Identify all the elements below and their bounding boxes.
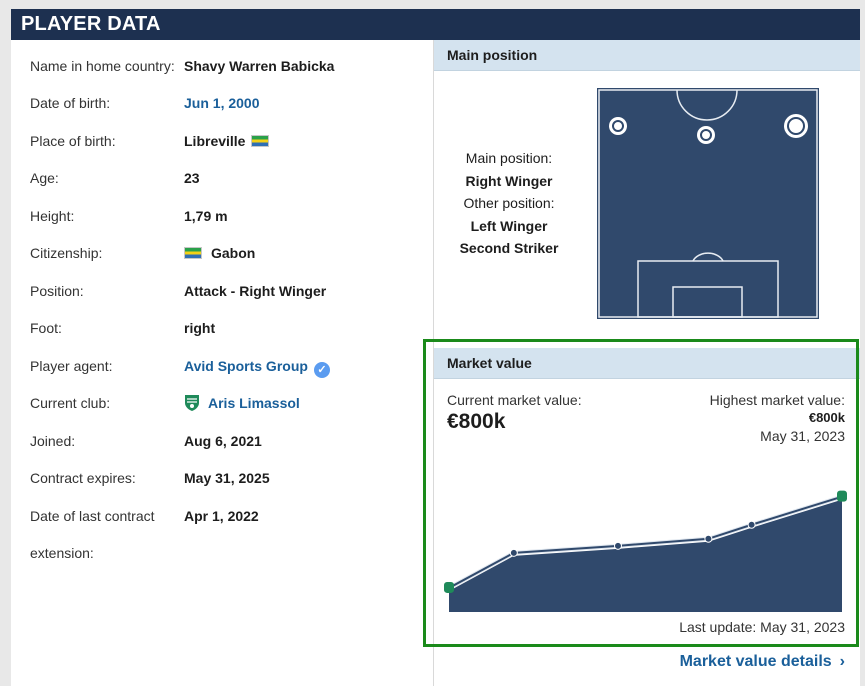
gabon-flag-icon [251, 135, 270, 147]
other-position-value: Left Winger [470, 217, 548, 234]
row-label: Foot: [30, 320, 62, 336]
center-circle-arc [676, 89, 738, 121]
row-value: Gabon [211, 245, 256, 261]
row-value: Libreville [184, 133, 246, 149]
row-label: Date of birth: [30, 95, 111, 111]
market-value-chart [444, 490, 847, 612]
row-label: extension: [30, 545, 94, 561]
other-position-value: Second Striker [459, 240, 559, 256]
main-position-header: Main position [434, 40, 860, 71]
left-winger-marker-ring [612, 120, 624, 132]
chart-data-point[interactable] [509, 548, 518, 557]
row-label: Height: [30, 208, 75, 224]
row-label: Contract expires: [30, 470, 136, 486]
row-value: right [184, 320, 216, 336]
chart-line [448, 495, 843, 589]
right-column: Main position Main position: Right Winge… [434, 40, 860, 686]
player-data-panel: Name in home country: Shavy Warren Babic… [11, 40, 434, 686]
agent-link[interactable]: Avid Sports Group [184, 358, 308, 374]
market-value-title: Market value [447, 355, 532, 371]
aris-limassol-crest-icon[interactable] [184, 394, 200, 412]
club-crest-point[interactable] [444, 581, 454, 593]
row-value: 1,79 m [184, 208, 228, 224]
chevron-right-icon: › [839, 653, 845, 670]
right-winger-main-marker-ring [787, 117, 805, 135]
row-label: Date of last contract [30, 508, 155, 524]
row-value: Shavy Warren Babicka [184, 58, 335, 74]
verified-check-icon: ✓ [313, 362, 330, 378]
row-label: Joined: [30, 433, 76, 449]
main-position-title: Main position [447, 47, 538, 63]
chart-data-point[interactable] [704, 534, 713, 543]
position-summary: Main position: Right Winger Other positi… [434, 147, 584, 260]
row-label: Position: [30, 283, 84, 299]
row-label: Place of birth: [30, 133, 116, 149]
chart-data-point[interactable] [747, 520, 756, 529]
row-value: Attack - Right Winger [184, 283, 327, 299]
highest-value: €800k [808, 410, 845, 425]
row-value: May 31, 2025 [184, 470, 270, 486]
current-value-label: Current market value: [447, 392, 582, 408]
highest-value-date: May 31, 2023 [760, 428, 845, 444]
position-pitch-diagram [597, 88, 819, 319]
last-update-text: Last update: May 31, 2023 [679, 619, 845, 635]
row-label: Current club: [30, 395, 111, 411]
row-value-wrap: Avid Sports Group ✓ [184, 356, 330, 378]
second-striker-marker-ring [700, 129, 712, 141]
details-link-label: Market value details [679, 653, 832, 670]
row-label: Age: [30, 170, 59, 186]
second-striker-marker [697, 126, 715, 144]
row-value-wrap: Aris Limassol [184, 393, 300, 413]
club-crest-point[interactable] [837, 490, 847, 502]
highest-value-label: Highest market value: [709, 392, 845, 408]
main-position-value: Right Winger [465, 172, 553, 189]
current-value: €800k [447, 410, 506, 433]
club-link[interactable]: Aris Limassol [208, 395, 300, 411]
chart-data-point[interactable] [613, 541, 622, 550]
row-value: 23 [184, 170, 200, 186]
row-label: Player agent: [30, 358, 113, 374]
gabon-flag-icon [184, 247, 202, 259]
penalty-arc [692, 252, 724, 262]
goal-box [672, 286, 743, 318]
row-value-wrap: Gabon [184, 243, 255, 263]
player-data-title: PLAYER DATA [21, 13, 161, 35]
market-value-details-link[interactable]: Market value details › [680, 653, 845, 671]
other-position-label: Other position: [463, 195, 555, 211]
chart-area [449, 499, 842, 612]
row-label: Citizenship: [30, 245, 103, 261]
dob-link[interactable]: Jun 1, 2000 [184, 95, 260, 111]
left-winger-marker [609, 117, 627, 135]
main-position-label: Main position: [465, 150, 553, 166]
player-data-header: PLAYER DATA [11, 9, 860, 40]
row-value: Aug 6, 2021 [184, 433, 262, 449]
row-value: Apr 1, 2022 [184, 508, 259, 524]
row-label: Name in home country: [30, 58, 175, 74]
row-value-wrap: Libreville [184, 131, 270, 151]
market-value-header: Market value [434, 348, 860, 379]
